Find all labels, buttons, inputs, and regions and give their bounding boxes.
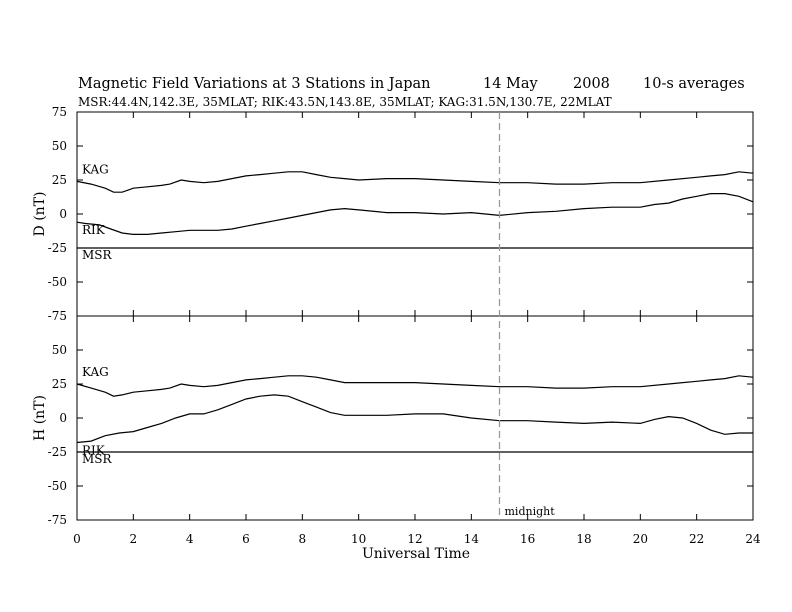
panel-D-ytick-label: 50 bbox=[52, 139, 67, 153]
station-label-D-rik: RIK bbox=[82, 223, 106, 237]
panel-D-ylabel: D (nT) bbox=[32, 192, 48, 237]
panel-H-ytick-label: -25 bbox=[48, 445, 67, 459]
series-D-kag bbox=[76, 171, 754, 193]
series-H-rik bbox=[76, 394, 753, 444]
panel-D-ytick-label: -75 bbox=[48, 309, 67, 323]
panel-H-ytick-label: -75 bbox=[48, 513, 67, 527]
panel-H-ytick-label: 50 bbox=[52, 343, 67, 357]
xtick-label: 18 bbox=[576, 532, 591, 546]
panel-H-ytick-label: 0 bbox=[59, 411, 67, 425]
stations-info: MSR:44.4N,142.3E, 35MLAT; RIK:43.5N,143.… bbox=[78, 95, 612, 109]
chart-date: 14 May bbox=[483, 76, 539, 92]
xtick-label: 8 bbox=[299, 532, 307, 546]
midnight-label: midnight bbox=[505, 505, 556, 518]
station-label-H-msr: MSR bbox=[82, 452, 113, 466]
chart-averaging: 10-s averages bbox=[643, 76, 745, 92]
panel-D-ytick-label: 25 bbox=[52, 173, 67, 187]
chart-year: 2008 bbox=[573, 76, 610, 92]
panel-H-ylabel: H (nT) bbox=[32, 395, 48, 441]
panel-H-ytick-label: 25 bbox=[52, 377, 67, 391]
chart-title: Magnetic Field Variations at 3 Stations … bbox=[78, 76, 431, 92]
panel-frame-D bbox=[76, 111, 754, 317]
series-D-rik bbox=[76, 193, 754, 235]
panel-D-ytick-label: -25 bbox=[48, 241, 67, 255]
xtick-label: 24 bbox=[745, 532, 761, 546]
series-H-kag bbox=[76, 375, 754, 397]
xtick-label: 10 bbox=[351, 532, 366, 546]
xtick-label: 22 bbox=[689, 532, 704, 546]
station-label-D-msr: MSR bbox=[82, 248, 113, 262]
xtick-label: 4 bbox=[186, 532, 194, 546]
xtick-label: 12 bbox=[407, 532, 422, 546]
panel-D-ytick-label: 0 bbox=[59, 207, 67, 221]
station-label-H-kag: KAG bbox=[82, 365, 109, 379]
station-label-D-kag: KAG bbox=[82, 162, 109, 176]
xtick-label: 6 bbox=[242, 532, 250, 546]
x-axis-label: Universal Time bbox=[362, 546, 470, 562]
xtick-label: 16 bbox=[520, 532, 535, 546]
xtick-label: 2 bbox=[130, 532, 138, 546]
xtick-label: 14 bbox=[464, 532, 480, 546]
panel-frame-H bbox=[76, 315, 754, 521]
panel-H-ytick-label: -50 bbox=[48, 479, 67, 493]
station-label-H-rik: RIK bbox=[82, 443, 106, 457]
xtick-label: 0 bbox=[73, 532, 81, 546]
panel-D-ytick-label: 75 bbox=[52, 105, 67, 119]
xtick-label: 20 bbox=[633, 532, 648, 546]
panel-D-ytick-label: -50 bbox=[48, 275, 67, 289]
